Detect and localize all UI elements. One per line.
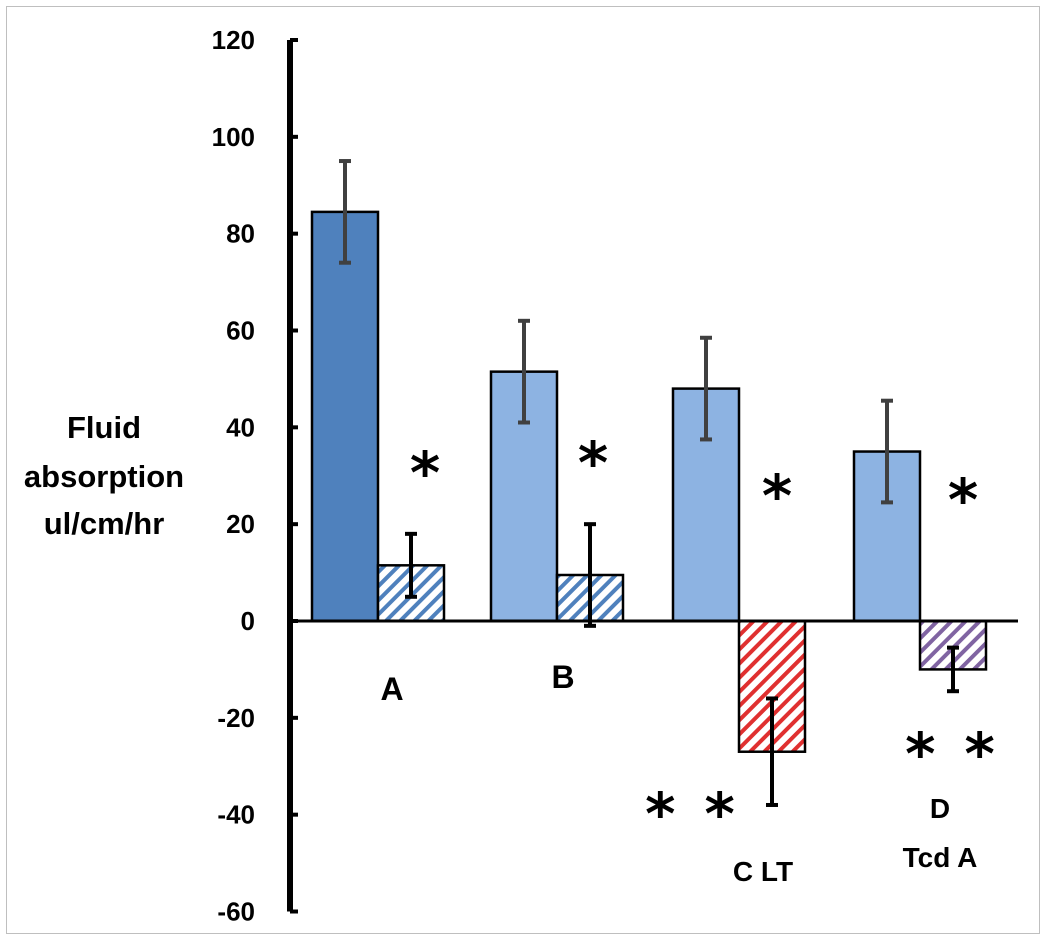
chart-frame [6, 6, 1040, 934]
group-label-1: A [380, 671, 403, 707]
significance-marker-3-1: * [762, 462, 792, 530]
group-label-3: C LT [733, 856, 793, 887]
significance-marker-4-2: * * [905, 720, 995, 788]
y-axis-label-line-1: Fluid [67, 410, 141, 445]
y-tick-label: 40 [226, 412, 255, 442]
y-tick-label: -40 [217, 800, 255, 830]
significance-marker-1-2: * [410, 439, 440, 507]
group-label-4-line-1: D [930, 793, 950, 824]
y-tick-label: 0 [241, 606, 255, 636]
significance-marker-4-1: * [948, 466, 978, 534]
bar-1-1 [310, 210, 380, 623]
y-axis-label-line-2: absorption [24, 459, 184, 494]
group-label-4-line-2: Tcd A [903, 842, 978, 873]
y-tick-label: 120 [212, 25, 255, 55]
y-tick-label: -20 [217, 703, 255, 733]
y-tick-label: -60 [217, 897, 255, 927]
y-tick-label: 80 [226, 219, 255, 249]
significance-marker-2-2: * [578, 429, 608, 497]
y-tick-label: 100 [212, 122, 255, 152]
y-tick-label: 60 [226, 316, 255, 346]
group-label-2: B [551, 659, 574, 695]
significance-marker-3-2: * * [645, 780, 735, 848]
y-tick-label: 20 [226, 509, 255, 539]
y-axis-label-line-3: ul/cm/hr [44, 506, 165, 541]
